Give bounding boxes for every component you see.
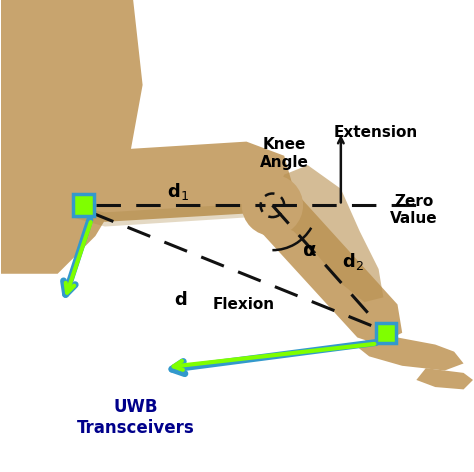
Polygon shape [1, 0, 143, 274]
Text: d$_1$: d$_1$ [167, 181, 189, 202]
Text: α: α [303, 241, 317, 260]
Polygon shape [67, 142, 293, 222]
Text: Knee
Angle: Knee Angle [260, 137, 309, 169]
Text: Zero
Value: Zero Value [390, 194, 438, 226]
Polygon shape [72, 189, 284, 227]
Text: UWB
Transceivers: UWB Transceivers [77, 398, 194, 437]
Polygon shape [256, 177, 402, 345]
Text: Flexion: Flexion [213, 297, 275, 312]
Polygon shape [416, 368, 473, 389]
Polygon shape [265, 165, 383, 302]
Text: d: d [174, 291, 187, 309]
FancyBboxPatch shape [376, 323, 396, 343]
FancyBboxPatch shape [73, 194, 94, 216]
Polygon shape [357, 337, 464, 371]
Circle shape [242, 175, 303, 236]
Text: Extension: Extension [334, 125, 419, 140]
Text: d$_2$: d$_2$ [342, 252, 364, 272]
